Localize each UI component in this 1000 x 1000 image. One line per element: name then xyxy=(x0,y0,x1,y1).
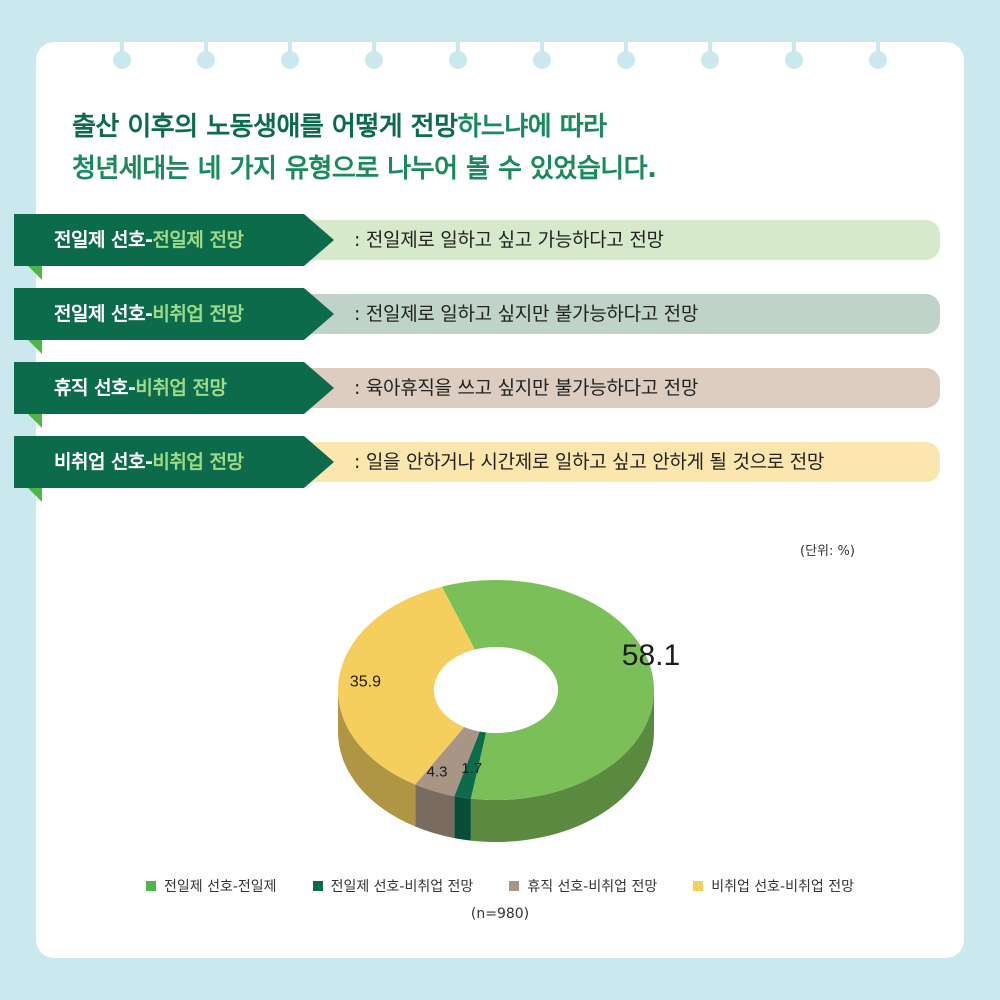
type-desc-bar xyxy=(304,294,940,334)
donut-value-label-3: 35.9 xyxy=(350,673,381,690)
type-desc-bar xyxy=(304,442,940,482)
type-tab xyxy=(14,214,334,266)
binder-ring-hole xyxy=(197,51,215,69)
type-tab-label: 전일제 선호-전일제 전망 xyxy=(54,229,244,251)
type-desc-bar xyxy=(304,368,940,408)
binder-ring-hole xyxy=(281,51,299,69)
type-desc: : 전일제로 일하고 싶고 가능하다고 전망 xyxy=(354,229,664,251)
legend-label: 비취업 선호-비취업 전망 xyxy=(711,879,854,895)
type-row-nonwork-nonwork: : 일을 안하거나 시간제로 일하고 싶고 안하게 될 것으로 전망 비취업 선… xyxy=(14,436,940,502)
tab-fold xyxy=(28,414,42,428)
donut-slice-1 xyxy=(454,731,487,799)
type-row-leave-nonwork: : 육아휴직을 쓰고 싶지만 불가능하다고 전망 휴직 선호-비취업 전망 xyxy=(14,362,940,428)
donut-slice-side-2 xyxy=(415,784,455,839)
donut-value-label-1: 1.7 xyxy=(461,760,482,777)
type-tab xyxy=(14,436,334,488)
tab-fold xyxy=(28,340,42,354)
binder-ring-hole xyxy=(533,51,551,69)
legend-item-0: 전일제 선호-전일제 xyxy=(146,876,277,896)
type-tab-label: 휴직 선호-비취업 전망 xyxy=(54,377,227,399)
type-row-fulltime-nonwork: : 전일제로 일하고 싶지만 불가능하다고 전망 전일제 선호-비취업 전망 xyxy=(14,288,940,354)
type-tab-label: 비취업 선호-비취업 전망 xyxy=(54,451,244,473)
legend-swatch xyxy=(693,881,704,891)
legend-label: 전일제 선호-전일제 xyxy=(164,879,277,895)
binder-ring-hole xyxy=(617,51,635,69)
donut-value-label-0: 58.1 xyxy=(622,639,680,672)
type-tab-label: 전일제 선호-비취업 전망 xyxy=(54,303,244,325)
binder-ring-hole xyxy=(365,51,383,69)
binder-ring-hole xyxy=(869,51,887,69)
legend-item-2: 휴직 선호-비취업 전망 xyxy=(509,876,657,896)
binder-ring-hole xyxy=(449,51,467,69)
type-tab xyxy=(14,362,334,414)
chart-legend: 전일제 선호-전일제 전일제 선호-비취업 전망 휴직 선호-비취업 전망 비취업 선… xyxy=(0,876,1000,896)
donut-slice-side-1 xyxy=(454,796,471,841)
page-headline: 출산 이후의 노동생애를 어떻게 전망하느냐에 따라 청년세대는 네 가지 유형… xyxy=(72,106,932,190)
donut-sides xyxy=(338,690,654,842)
binder-ring-hole xyxy=(701,51,719,69)
unit-label: (단위: %) xyxy=(800,544,855,559)
legend-item-1: 전일제 선호-비취업 전망 xyxy=(312,876,474,896)
donut-chart: 58.1 1.7 4.3 35.9 xyxy=(338,580,680,842)
type-tab xyxy=(14,288,334,340)
legend-swatch xyxy=(146,881,157,891)
legend-label: 휴직 선호-비취업 전망 xyxy=(527,879,658,895)
binder-ring-hole xyxy=(113,51,131,69)
legend-item-3: 비취업 선호-비취업 전망 xyxy=(693,876,854,896)
type-row-fulltime-fulltime: : 전일제로 일하고 싶고 가능하다고 전망 전일제 선호-전일제 전망 xyxy=(14,214,940,280)
donut-hole xyxy=(434,647,558,733)
donut-tops xyxy=(338,580,655,800)
legend-label: 전일제 선호-비취업 전망 xyxy=(330,879,474,895)
sample-size-note: (n=980) xyxy=(470,906,530,922)
type-desc: : 육아휴직을 쓰고 싶지만 불가능하다고 전망 xyxy=(354,377,699,399)
donut-slice-0 xyxy=(441,580,655,800)
binder-ring-hole xyxy=(785,51,803,69)
donut-slice-3 xyxy=(338,586,475,785)
type-desc: : 일을 안하거나 시간제로 일하고 싶고 안하게 될 것으로 전망 xyxy=(354,451,825,473)
headline-line-2: 청년세대는 네 가지 유형으로 나누어 볼 수 있었습니다. xyxy=(72,154,657,184)
donut-value-label-2: 4.3 xyxy=(427,763,448,780)
tab-fold xyxy=(28,266,42,280)
donut-slice-side-0 xyxy=(470,690,654,842)
legend-swatch xyxy=(509,881,520,891)
donut-slice-side-3 xyxy=(338,690,416,827)
donut-slice-2 xyxy=(415,726,480,797)
headline-line-1: 출산 이후의 노동생애를 어떻게 전망하느냐에 따라 xyxy=(72,112,607,142)
type-desc: : 전일제로 일하고 싶지만 불가능하다고 전망 xyxy=(354,303,699,325)
type-desc-bar xyxy=(304,220,940,260)
legend-swatch xyxy=(312,881,323,891)
tab-fold xyxy=(28,488,42,502)
